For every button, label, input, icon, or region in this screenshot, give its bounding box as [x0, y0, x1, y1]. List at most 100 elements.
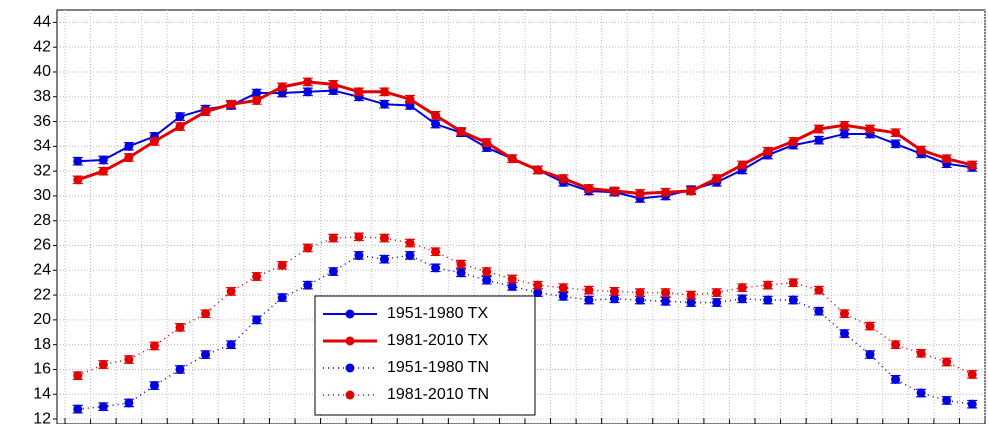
y-tick-label: 26 — [33, 237, 51, 254]
point — [98, 155, 108, 165]
point — [737, 160, 747, 170]
y-tick-label: 34 — [33, 138, 51, 155]
point — [482, 138, 492, 148]
y-tick-label: 30 — [33, 187, 51, 204]
point — [303, 280, 313, 290]
point — [788, 295, 798, 305]
point — [252, 88, 262, 98]
point — [584, 285, 594, 295]
point — [456, 126, 466, 136]
point — [175, 122, 185, 132]
point — [839, 329, 849, 339]
point — [73, 175, 83, 185]
point — [456, 259, 466, 269]
point — [175, 322, 185, 332]
y-tick-label: 16 — [33, 361, 51, 378]
legend-label: 1981-2010 TN — [387, 386, 489, 403]
series-line — [77, 254, 973, 410]
point — [661, 296, 671, 306]
y-tick-label: 14 — [33, 385, 51, 402]
point — [175, 364, 185, 374]
point — [379, 233, 389, 243]
point — [507, 281, 517, 291]
y-tick-label: 24 — [33, 262, 51, 279]
point — [73, 156, 83, 166]
y-tick-label: 36 — [33, 113, 51, 130]
point — [967, 160, 977, 170]
point — [98, 166, 108, 176]
point — [865, 124, 875, 134]
point — [737, 294, 747, 304]
point — [379, 254, 389, 264]
legend-marker — [345, 336, 355, 346]
point — [124, 153, 134, 163]
point — [533, 280, 543, 290]
point — [507, 274, 517, 284]
point — [252, 271, 262, 281]
point — [405, 238, 415, 248]
legend-marker — [345, 363, 355, 373]
point — [712, 174, 722, 184]
point — [609, 186, 619, 196]
y-tick-label: 32 — [33, 162, 51, 179]
point — [303, 243, 313, 253]
point — [379, 99, 389, 109]
point — [635, 288, 645, 298]
point — [226, 99, 236, 109]
point — [252, 315, 262, 325]
point — [712, 288, 722, 298]
point — [98, 402, 108, 412]
point — [175, 112, 185, 122]
point — [814, 306, 824, 316]
y-tick-label: 42 — [33, 38, 51, 55]
point — [277, 260, 287, 270]
point — [967, 369, 977, 379]
point — [584, 295, 594, 305]
point — [635, 188, 645, 198]
point — [558, 283, 568, 293]
point — [763, 295, 773, 305]
point — [584, 183, 594, 193]
point — [482, 267, 492, 277]
point — [201, 350, 211, 360]
point — [916, 348, 926, 358]
point — [661, 187, 671, 197]
point — [942, 357, 952, 367]
point — [839, 120, 849, 130]
point — [73, 404, 83, 414]
point — [558, 174, 568, 184]
point — [149, 381, 159, 391]
point — [661, 288, 671, 298]
point — [814, 135, 824, 145]
point — [354, 232, 364, 242]
point — [865, 350, 875, 360]
point — [942, 154, 952, 164]
point — [839, 129, 849, 139]
point — [124, 398, 134, 408]
point — [891, 128, 901, 138]
legend-label: 1981-2010 TX — [387, 332, 488, 349]
y-tick-label: 38 — [33, 88, 51, 105]
point — [431, 110, 441, 120]
point — [252, 95, 262, 105]
point — [405, 250, 415, 260]
y-tick-label: 28 — [33, 212, 51, 229]
point — [967, 399, 977, 409]
legend-marker — [345, 309, 355, 319]
point — [201, 309, 211, 319]
point — [354, 87, 364, 97]
point — [379, 87, 389, 97]
point — [328, 267, 338, 277]
point — [328, 79, 338, 89]
point — [635, 295, 645, 305]
point — [788, 136, 798, 146]
point — [303, 87, 313, 97]
point — [891, 374, 901, 384]
point — [201, 107, 211, 117]
point — [686, 298, 696, 308]
point — [431, 119, 441, 129]
point — [916, 388, 926, 398]
point — [763, 146, 773, 156]
y-tick-label: 20 — [33, 311, 51, 328]
point — [814, 285, 824, 295]
